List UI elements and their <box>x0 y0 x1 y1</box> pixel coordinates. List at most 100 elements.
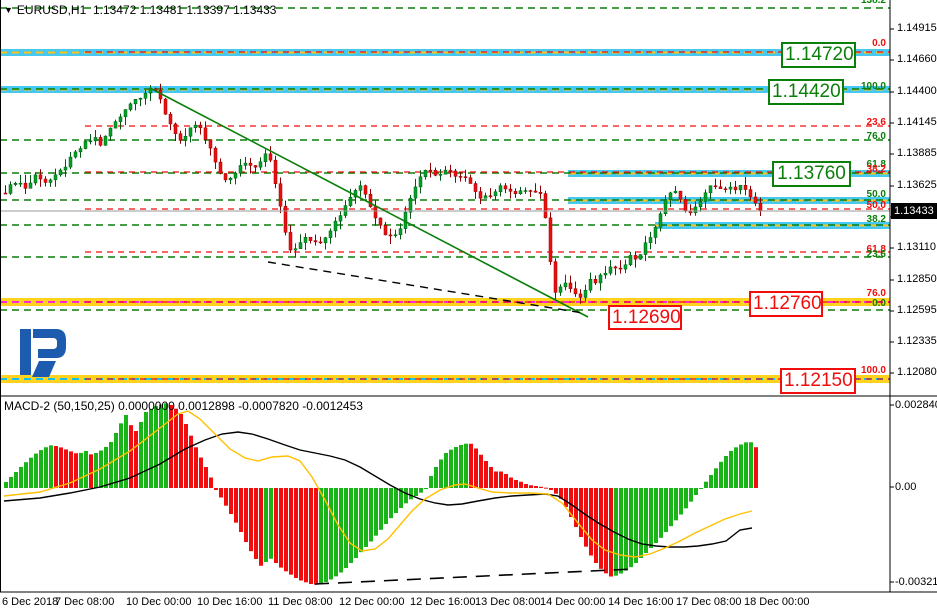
macd-bar <box>289 488 293 575</box>
price-axis-label[interactable]: 1.12080 <box>897 366 937 378</box>
macd-bar <box>79 452 83 488</box>
macd-bar <box>664 488 668 532</box>
price-axis-label[interactable]: 1.12850 <box>897 273 937 285</box>
macd-bar <box>99 450 103 488</box>
macd-bar <box>699 488 703 489</box>
time-axis-label[interactable]: 14 Dec 16:00 <box>608 596 674 608</box>
candlestick <box>378 217 383 226</box>
price-axis-label[interactable]: 1.12595 <box>897 304 937 316</box>
candlestick <box>18 182 23 185</box>
macd-bar <box>464 443 468 488</box>
macd-bar <box>534 486 538 488</box>
candlestick <box>583 289 588 298</box>
macd-bar <box>444 453 448 488</box>
macd-bar <box>34 453 38 488</box>
macd-bar <box>554 488 558 494</box>
price-axis-label[interactable]: 1.13625 <box>897 179 937 191</box>
price-axis-label[interactable]: 1.12335 <box>897 335 937 347</box>
macd-bar <box>349 488 353 563</box>
macd-bar <box>144 412 148 488</box>
macd-bar <box>59 447 63 488</box>
level-price-box[interactable]: 1.14420 <box>768 79 844 105</box>
macd-axis-label[interactable]: 0.00 <box>895 481 917 493</box>
macd-bar <box>524 484 528 488</box>
level-price-box[interactable]: 1.12690 <box>608 305 682 330</box>
time-axis-label[interactable]: 14 Dec 00:00 <box>540 596 606 608</box>
candlestick <box>373 206 378 219</box>
macd-bar <box>504 474 508 488</box>
candlestick <box>163 98 168 115</box>
candlestick <box>298 242 303 249</box>
candlestick <box>383 224 388 236</box>
time-axis-label[interactable]: 10 Dec 00:00 <box>126 596 192 608</box>
macd-bar <box>334 488 338 577</box>
price-axis-label[interactable]: 1.13110 <box>897 241 936 253</box>
level-price-box[interactable]: 1.14720 <box>781 42 856 68</box>
candlestick <box>623 264 628 270</box>
macd-bar <box>619 488 623 574</box>
candlestick <box>393 234 398 237</box>
level-price-box[interactable]: 1.13760 <box>772 161 851 187</box>
candlestick <box>483 195 488 199</box>
macd-bar <box>49 445 53 488</box>
time-axis-label[interactable]: 12 Dec 00:00 <box>339 596 405 608</box>
time-axis-label[interactable]: 7 Dec 08:00 <box>55 596 115 608</box>
macd-bar <box>469 443 473 488</box>
macd-bar <box>14 472 18 488</box>
macd-bar <box>724 456 728 488</box>
macd-bar <box>309 488 313 584</box>
macd-bar <box>214 488 218 490</box>
macd-bar <box>679 488 683 515</box>
macd-bar <box>659 488 663 538</box>
candlestick <box>713 185 718 188</box>
macd-bar <box>484 461 488 488</box>
ohlc-values: 1.13472 1.13481 1.13397 1.13433 <box>92 3 277 17</box>
chevron-down-icon[interactable]: ▼ <box>4 5 13 15</box>
time-axis-label[interactable]: 13 Dec 08:00 <box>475 596 541 608</box>
candlestick <box>533 190 538 193</box>
macd-bar <box>729 451 733 488</box>
macd-bar <box>319 488 323 584</box>
macd-bar <box>404 488 408 504</box>
candlestick <box>218 161 223 174</box>
macd-axis-label[interactable]: 0.0028400 <box>895 399 937 411</box>
macd-bar <box>359 488 363 553</box>
candlestick <box>88 140 93 143</box>
macd-axis-label[interactable]: -0.0032166 <box>895 576 937 588</box>
time-axis-label[interactable]: 6 Dec 2018 <box>2 596 59 608</box>
price-axis-label[interactable]: 1.13885 <box>897 147 937 159</box>
candlestick <box>573 288 578 295</box>
level-price-box[interactable]: 1.12150 <box>780 368 856 394</box>
macd-bar <box>499 471 503 488</box>
candlestick <box>738 185 743 191</box>
time-axis-label[interactable]: 18 Dec 00:00 <box>744 596 810 608</box>
fib-level-label: 138.2 <box>860 0 886 6</box>
macd-bar <box>374 488 378 536</box>
macd-bar <box>304 488 308 583</box>
candlestick <box>593 279 598 284</box>
candlestick <box>413 186 418 199</box>
price-axis-label[interactable]: 1.14400 <box>897 85 937 97</box>
price-axis-label[interactable]: 1.14915 <box>897 22 937 34</box>
time-axis-label[interactable]: 17 Dec 08:00 <box>676 596 742 608</box>
macd-bar <box>389 488 393 519</box>
time-axis-label[interactable]: 11 Dec 08:00 <box>268 596 333 608</box>
candlestick <box>53 174 58 181</box>
price-axis-label[interactable]: 1.14660 <box>897 53 937 65</box>
candlestick <box>128 103 133 110</box>
price-axis-label[interactable]: 1.14145 <box>897 116 937 128</box>
candlestick <box>603 272 608 276</box>
macd-bar <box>624 488 628 571</box>
candlestick <box>203 127 208 140</box>
macd-bar <box>19 467 23 488</box>
candlestick <box>78 148 83 153</box>
candlestick <box>618 267 623 270</box>
time-axis-label[interactable]: 12 Dec 16:00 <box>410 596 476 608</box>
macd-bar <box>579 488 583 537</box>
candlestick <box>668 192 673 201</box>
macd-bar <box>344 488 348 568</box>
level-price-box[interactable]: 1.12760 <box>749 291 823 317</box>
time-axis-label[interactable]: 10 Dec 16:00 <box>197 596 263 608</box>
candlestick <box>658 213 663 228</box>
